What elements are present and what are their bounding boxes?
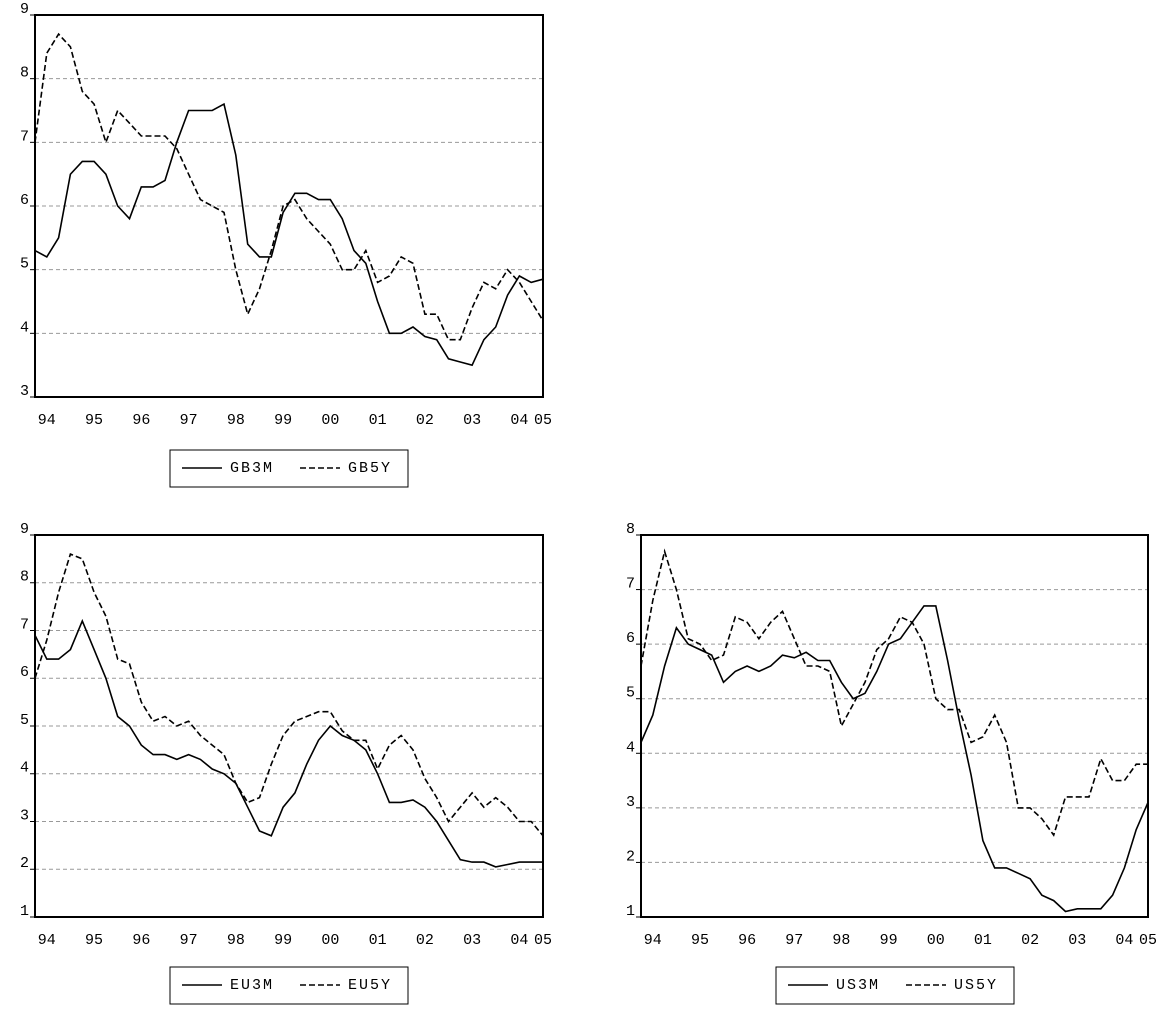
x-tick-label: 98 [832,932,850,949]
y-tick-label: 3 [20,383,29,400]
x-tick-label: 95 [691,932,709,949]
y-tick-label: 9 [20,521,29,538]
series-line [34,618,543,868]
x-tick-label: 01 [369,412,387,429]
x-tick-label: 03 [463,932,481,949]
x-tick-label: 99 [880,932,898,949]
series-line [34,553,544,837]
y-tick-label: 8 [626,521,635,538]
legend-label: EU3M [230,977,274,994]
x-tick-label: 99 [274,412,292,429]
x-tick-label: 97 [180,412,198,429]
y-tick-label: 4 [20,760,29,777]
x-tick-label: 04 [510,932,528,949]
x-tick-label: 00 [927,932,945,949]
x-tick-label: 02 [1021,932,1039,949]
x-tick-label: 98 [227,412,245,429]
x-tick-label: 03 [1068,932,1086,949]
legend-box [169,449,409,488]
x-tick-label: 97 [785,932,803,949]
x-tick-label: 00 [321,932,339,949]
y-tick-label: 5 [20,712,29,729]
y-tick-label: 8 [20,569,29,586]
y-tick-label: 6 [626,630,635,647]
x-tick-label: 97 [180,932,198,949]
plot-frame [640,534,1149,918]
legend-box [775,966,1015,1005]
y-tick-label: 5 [626,685,635,702]
x-tick-label: 98 [227,932,245,949]
y-tick-label: 6 [20,192,29,209]
x-tick-label: 94 [38,932,56,949]
y-tick-label: 7 [626,576,635,593]
x-tick-label: 99 [274,932,292,949]
y-tick-label: 4 [20,319,29,336]
y-tick-label: 9 [20,1,29,18]
x-tick-label: 05 [534,932,552,949]
x-tick-label: 04 [1115,932,1133,949]
x-tick-label: 96 [738,932,756,949]
series-line [34,102,544,367]
x-tick-label: 02 [416,932,434,949]
legend-label: EU5Y [348,977,392,994]
x-tick-label: 95 [85,932,103,949]
y-tick-label: 6 [20,664,29,681]
legend-label: US5Y [954,977,998,994]
series-line [640,548,1148,837]
x-tick-label: 94 [644,932,662,949]
y-tick-label: 5 [20,256,29,273]
x-tick-label: 04 [510,412,528,429]
x-tick-label: 00 [321,412,339,429]
x-tick-label: 96 [132,932,150,949]
legend-label: GB3M [230,460,274,477]
x-tick-label: 01 [974,932,992,949]
plot-frame [34,14,544,398]
x-tick-label: 95 [85,412,103,429]
x-tick-label: 01 [369,932,387,949]
legend-label: GB5Y [348,460,392,477]
x-tick-label: 03 [463,412,481,429]
x-tick-label: 05 [1139,932,1157,949]
y-tick-label: 7 [20,128,29,145]
y-tick-label: 3 [20,807,29,824]
x-tick-label: 96 [132,412,150,429]
legend-box [169,966,409,1005]
y-tick-label: 7 [20,616,29,633]
legend-label: US3M [836,977,880,994]
y-tick-label: 1 [20,903,29,920]
plot-frame [34,534,544,918]
y-tick-label: 4 [626,739,635,756]
x-tick-label: 02 [416,412,434,429]
y-tick-label: 3 [626,794,635,811]
y-tick-label: 2 [626,848,635,865]
y-tick-label: 8 [20,65,29,82]
series-line [34,32,544,341]
series-line [640,605,1149,913]
y-tick-label: 2 [20,855,29,872]
y-tick-label: 1 [626,903,635,920]
x-tick-label: 94 [38,412,56,429]
x-tick-label: 05 [534,412,552,429]
